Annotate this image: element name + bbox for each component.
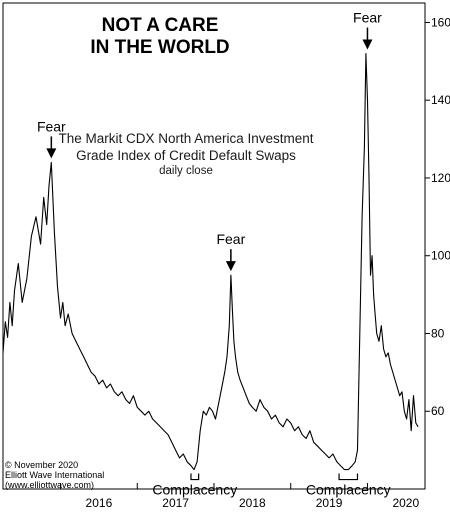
- complacency-label: Complacency: [152, 482, 237, 498]
- fear-label: Fear: [353, 10, 382, 26]
- chart-subtitle-daily-close: daily close: [159, 165, 213, 177]
- complacency-bracket: [338, 473, 359, 481]
- chart-dynamic-layer: 60 80 100 120 140 160 2016 2017 2018 2019 2020 Fear…: [2, 10, 450, 510]
- y-tick-label: 120: [431, 171, 450, 185]
- complacency-bracket: [190, 473, 200, 481]
- fear-label: Fear: [216, 231, 245, 247]
- x-tick-label: 2019: [316, 496, 343, 510]
- fear-arrow-head: [225, 261, 236, 272]
- x-tick-label: 2018: [239, 496, 266, 510]
- y-tick-label: 80: [431, 326, 445, 340]
- chart-subtitle-line-1: The Markit CDX North America Investment: [58, 131, 313, 146]
- chart-title-line-2: IN THE WORLD: [90, 37, 229, 58]
- x-tick-label: 2020: [392, 496, 419, 510]
- y-tick-label: 160: [431, 15, 450, 29]
- fear-arrow-head: [362, 39, 373, 50]
- chart-title-line-1: NOT A CARE: [102, 15, 219, 36]
- x-tick-label: 2017: [162, 496, 189, 510]
- y-tick-label: 140: [431, 93, 450, 107]
- fear-arrow-head: [46, 148, 57, 159]
- credit-line-1: © November 2020: [5, 460, 78, 470]
- fear-label: Fear: [37, 118, 66, 134]
- chart-subtitle-line-2: Grade Index of Credit Default Swaps: [76, 148, 296, 163]
- x-tick-label: 2016: [86, 496, 113, 510]
- y-tick-label: 60: [431, 404, 445, 418]
- complacency-label: Complacency: [306, 482, 391, 498]
- y-tick-label: 100: [431, 249, 450, 263]
- credit-line-3: (www.elliottwave.com): [5, 480, 94, 490]
- credit-line-2: Elliott Wave International: [5, 470, 104, 480]
- series-line: [2, 52, 419, 471]
